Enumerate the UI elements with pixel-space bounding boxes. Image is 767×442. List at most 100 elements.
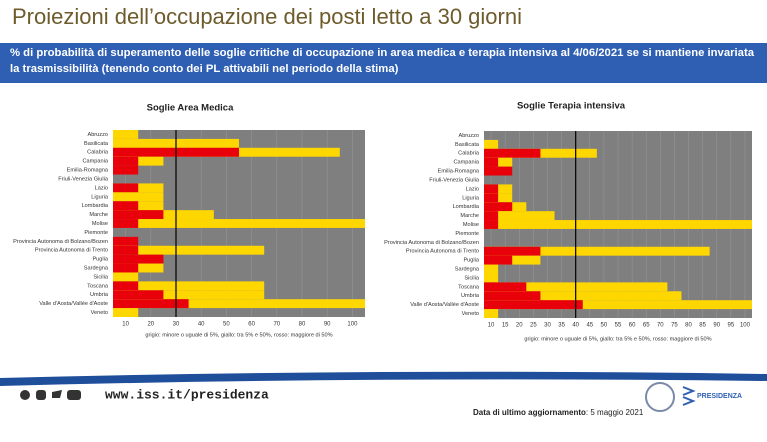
x-tick-label: 95 bbox=[727, 323, 734, 329]
y-tick-label: Veneto bbox=[462, 311, 479, 317]
logo-text: PRESIDENZA bbox=[697, 393, 742, 400]
x-tick-label: 50 bbox=[223, 322, 230, 328]
bar bbox=[484, 246, 710, 256]
bar bbox=[484, 148, 541, 158]
y-tick-label: Liguria bbox=[462, 195, 480, 201]
social-icons bbox=[20, 390, 81, 400]
x-tick-label: 10 bbox=[122, 322, 129, 328]
bar bbox=[113, 281, 265, 291]
bar bbox=[113, 272, 139, 282]
bar bbox=[484, 220, 499, 229]
y-tick-label: Sardegna bbox=[84, 266, 109, 272]
bar bbox=[484, 202, 513, 212]
logo bbox=[645, 382, 675, 412]
chart-note: grigio: minore o uguale di 5%, giallo: t… bbox=[524, 336, 711, 342]
x-tick-label: 70 bbox=[657, 323, 664, 329]
bar bbox=[113, 263, 139, 273]
y-tick-label: Abruzzo bbox=[458, 133, 479, 139]
y-tick-label: Molise bbox=[92, 221, 108, 227]
y-tick-label: Basilicata bbox=[84, 141, 109, 147]
bar bbox=[484, 300, 752, 310]
logo-mark bbox=[682, 386, 696, 406]
wave bbox=[0, 371, 767, 386]
y-tick-label: Campania bbox=[83, 159, 109, 165]
x-tick-label: 55 bbox=[615, 323, 622, 329]
y-tick-label: Friuli-Venezia Giulia bbox=[429, 177, 480, 183]
bar bbox=[113, 290, 164, 300]
bar bbox=[484, 273, 499, 283]
y-tick-label: Piemonte bbox=[84, 230, 108, 236]
bar bbox=[113, 290, 265, 300]
y-tick-label: Puglia bbox=[92, 257, 108, 263]
chart-title: Soglie Terapia intensiva bbox=[517, 101, 626, 112]
x-tick-label: 100 bbox=[347, 322, 358, 328]
x-tick-label: 35 bbox=[558, 323, 565, 329]
y-tick-label: Emilia-Romagna bbox=[67, 168, 109, 174]
y-tick-label: Valle d'Aosta/Vallée d'Aoste bbox=[39, 301, 108, 307]
bar bbox=[484, 309, 499, 318]
bar bbox=[484, 255, 513, 265]
bar bbox=[113, 281, 139, 291]
y-tick-label: Friuli-Venezia Giulia bbox=[58, 176, 109, 182]
x-tick-label: 25 bbox=[530, 323, 537, 329]
x-tick-label: 80 bbox=[685, 323, 692, 329]
y-tick-label: Umbria bbox=[90, 292, 109, 298]
y-tick-label: Lazio bbox=[95, 185, 108, 191]
y-tick-label: Lombardia bbox=[82, 203, 109, 209]
bar bbox=[484, 166, 513, 176]
y-tick-label: Provincia Autonoma di Trento bbox=[35, 248, 108, 254]
bar bbox=[113, 245, 139, 255]
bar bbox=[484, 291, 682, 301]
bar bbox=[484, 157, 499, 167]
x-tick-label: 80 bbox=[299, 322, 306, 328]
x-tick-label: 40 bbox=[572, 323, 579, 329]
bar bbox=[484, 184, 499, 194]
bar bbox=[113, 192, 164, 202]
bar bbox=[113, 245, 265, 255]
banner-text: % di probabilità di superamento delle so… bbox=[10, 47, 754, 75]
y-tick-label: Provincia Autonoma di Bolzano/Bozen bbox=[384, 240, 479, 246]
x-tick-label: 85 bbox=[699, 323, 706, 329]
bar bbox=[113, 299, 365, 309]
slide-title: Proiezioni dell’occupazione dei posti le… bbox=[12, 4, 522, 29]
y-tick-label: Basilicata bbox=[455, 142, 480, 148]
bar bbox=[113, 165, 139, 175]
x-tick-label: 20 bbox=[147, 322, 154, 328]
bar bbox=[113, 156, 139, 166]
chart-note: grigio: minore o uguale di 5%, giallo: t… bbox=[145, 332, 332, 338]
bar bbox=[484, 300, 583, 310]
bar bbox=[484, 220, 752, 229]
y-tick-label: Sardegna bbox=[455, 267, 480, 273]
x-tick-label: 45 bbox=[586, 323, 593, 329]
x-tick-label: 65 bbox=[643, 323, 650, 329]
y-tick-label: Emilia-Romagna bbox=[438, 169, 480, 175]
update-date: 5 maggio 2021 bbox=[590, 408, 643, 417]
bar bbox=[484, 211, 555, 221]
bar bbox=[113, 201, 139, 211]
bar bbox=[484, 139, 499, 149]
x-tick-label: 60 bbox=[629, 323, 636, 329]
x-tick-label: 40 bbox=[198, 322, 205, 328]
y-tick-label: Veneto bbox=[91, 310, 108, 316]
y-tick-label: Lombardia bbox=[453, 204, 480, 210]
x-tick-label: 30 bbox=[173, 322, 180, 328]
y-tick-label: Provincia Autonoma di Bolzano/Bozen bbox=[13, 239, 108, 245]
x-tick-label: 75 bbox=[671, 323, 678, 329]
bar bbox=[484, 211, 499, 221]
y-tick-label: Valle d'Aosta/Vallée d'Aoste bbox=[410, 302, 479, 308]
y-tick-label: Liguria bbox=[91, 194, 109, 200]
bar bbox=[113, 254, 164, 264]
y-tick-label: Provincia Autonoma di Trento bbox=[406, 249, 479, 255]
bar bbox=[484, 282, 527, 292]
url: www.iss.it/presidenza bbox=[105, 387, 269, 402]
x-tick-label: 70 bbox=[273, 322, 280, 328]
y-tick-label: Calabria bbox=[458, 151, 480, 157]
banner bbox=[0, 43, 767, 83]
y-tick-label: Marche bbox=[460, 213, 479, 219]
bar bbox=[484, 264, 499, 274]
update-label: Data di ultimo aggiornamento bbox=[473, 408, 586, 417]
bar bbox=[113, 183, 139, 193]
update-info: Data di ultimo aggiornamento: 5 maggio 2… bbox=[473, 408, 644, 417]
